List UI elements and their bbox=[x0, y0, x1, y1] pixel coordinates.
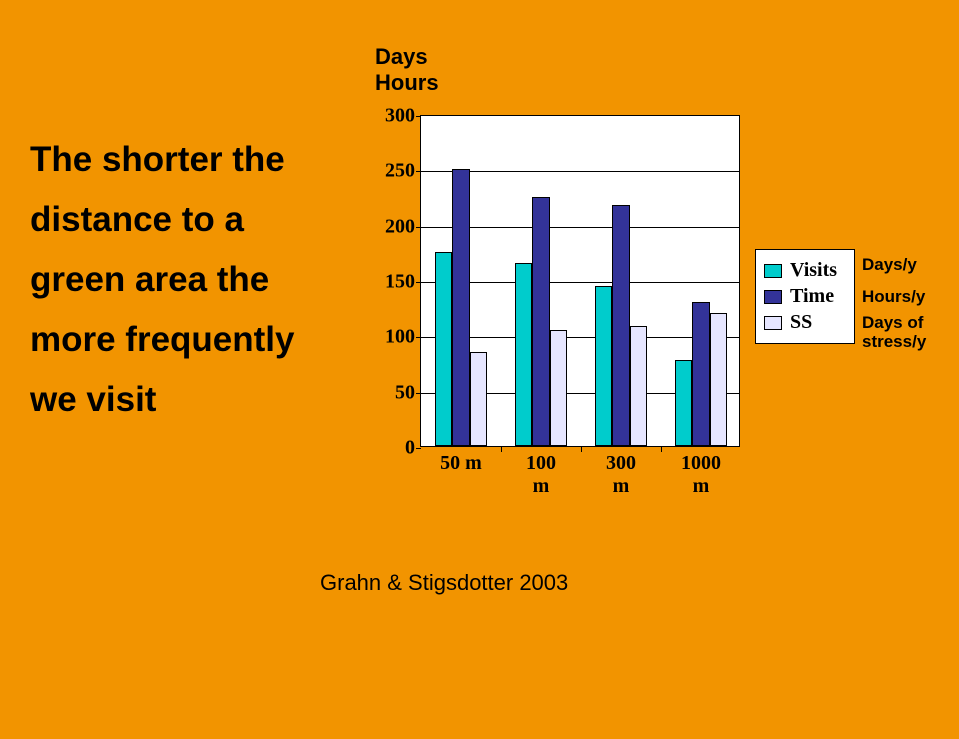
bar bbox=[612, 205, 630, 446]
x-tick-mark bbox=[661, 447, 662, 452]
title-line-4: more frequently bbox=[30, 310, 295, 370]
y-tick-label: 200 bbox=[385, 215, 415, 238]
legend-label: Visits bbox=[790, 259, 837, 282]
x-tick-label: 1000 m bbox=[681, 452, 721, 498]
y-tick-label: 150 bbox=[385, 271, 415, 294]
legend-item: Time bbox=[764, 285, 846, 308]
x-tick-mark bbox=[581, 447, 582, 452]
x-tick-label: 100 m bbox=[526, 452, 556, 498]
title-line-2: distance to a bbox=[30, 190, 295, 250]
y-tick-label: 0 bbox=[405, 437, 415, 460]
legend-extra-label: Hours/y bbox=[862, 288, 925, 307]
bar bbox=[675, 360, 693, 446]
legend-swatch bbox=[764, 316, 782, 330]
x-tick-label: 300 m bbox=[606, 452, 636, 498]
y-axis-title-line-2: Hours bbox=[375, 70, 439, 96]
y-tick-mark bbox=[416, 282, 421, 283]
bar bbox=[692, 302, 710, 446]
x-tick-mark bbox=[501, 447, 502, 452]
y-tick-label: 300 bbox=[385, 105, 415, 128]
y-tick-mark bbox=[416, 227, 421, 228]
bar bbox=[532, 197, 550, 446]
bar bbox=[470, 352, 488, 446]
bar bbox=[630, 326, 648, 446]
y-tick-label: 250 bbox=[385, 160, 415, 183]
y-tick-mark bbox=[416, 116, 421, 117]
y-axis-title-line-1: Days bbox=[375, 44, 439, 70]
title-line-5: we visit bbox=[30, 370, 295, 430]
y-tick-mark bbox=[416, 448, 421, 449]
y-tick-mark bbox=[416, 393, 421, 394]
citation: Grahn & Stigsdotter 2003 bbox=[320, 570, 568, 596]
bar bbox=[595, 286, 613, 446]
slide: The shorter the distance to a green area… bbox=[0, 0, 959, 739]
legend-item: Visits bbox=[764, 259, 846, 282]
legend-label: SS bbox=[790, 311, 812, 334]
bar bbox=[435, 252, 453, 446]
y-tick-label: 100 bbox=[385, 326, 415, 349]
bar-chart: 05010015020025030050 m100 m300 m1000 m bbox=[420, 115, 740, 447]
legend-swatch bbox=[764, 264, 782, 278]
title-line-3: green area the bbox=[30, 250, 295, 310]
legend-extra-label: Days/y bbox=[862, 256, 917, 275]
bar bbox=[550, 330, 568, 446]
bar bbox=[515, 263, 533, 446]
y-tick-label: 50 bbox=[395, 381, 415, 404]
legend-swatch bbox=[764, 290, 782, 304]
legend-label: Time bbox=[790, 285, 834, 308]
slide-title: The shorter the distance to a green area… bbox=[30, 130, 295, 430]
legend-box: Visits Time SS bbox=[755, 249, 855, 344]
y-tick-mark bbox=[416, 337, 421, 338]
bar bbox=[452, 169, 470, 446]
y-tick-mark bbox=[416, 171, 421, 172]
title-line-1: The shorter the bbox=[30, 130, 295, 190]
x-tick-label: 50 m bbox=[440, 452, 482, 475]
legend-extra-label: Days of stress/y bbox=[862, 314, 926, 351]
legend-item: SS bbox=[764, 311, 846, 334]
bar bbox=[710, 313, 728, 446]
y-axis-title: Days Hours bbox=[375, 44, 439, 97]
